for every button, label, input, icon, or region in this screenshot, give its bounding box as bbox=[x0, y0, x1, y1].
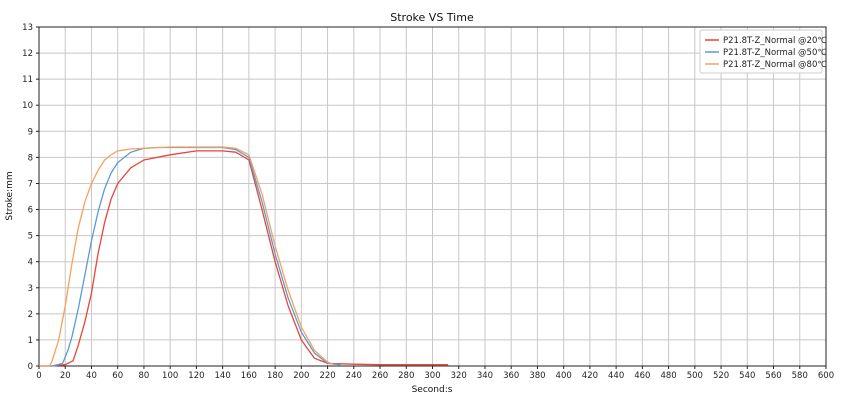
y-tick-label: 5 bbox=[28, 232, 33, 242]
y-tick-label: 0 bbox=[28, 362, 33, 372]
y-tick-label: 3 bbox=[28, 284, 33, 294]
grid bbox=[38, 26, 827, 367]
x-tick-label: 500 bbox=[687, 371, 703, 381]
x-tick-label: 80 bbox=[139, 371, 150, 381]
y-axis-label: Stroke:mm bbox=[5, 171, 15, 220]
x-tick-label: 320 bbox=[451, 371, 467, 381]
x-tick-label: 420 bbox=[582, 371, 598, 381]
x-tick-label: 580 bbox=[792, 371, 808, 381]
legend: P21.8T-Z_Normal @20℃ P21.8T-Z_Normal @50℃… bbox=[699, 29, 827, 74]
x-axis-ticks: 0 20 40 60 80 100 120 140 160 180 200 220 240 260 280 3… bbox=[36, 366, 834, 381]
y-tick-label: 4 bbox=[28, 258, 33, 268]
series-layer bbox=[39, 146, 449, 367]
x-tick-label: 180 bbox=[267, 371, 283, 381]
x-tick-label: 340 bbox=[477, 371, 493, 381]
x-tick-label: 40 bbox=[86, 371, 97, 381]
legend-label-3: P21.8T-Z_Normal @80℃ bbox=[723, 60, 827, 70]
x-tick-label: 120 bbox=[188, 371, 204, 381]
y-tick-label: 10 bbox=[22, 101, 33, 111]
legend-box bbox=[699, 29, 823, 74]
x-tick-label: 60 bbox=[112, 371, 123, 381]
x-tick-label: 300 bbox=[424, 371, 440, 381]
x-tick-label: 380 bbox=[529, 371, 545, 381]
x-tick-label: 480 bbox=[660, 371, 676, 381]
series-line-3 bbox=[39, 146, 335, 367]
y-tick-label: 11 bbox=[22, 75, 33, 85]
series-line-2 bbox=[39, 146, 341, 367]
y-tick-label: 6 bbox=[28, 206, 33, 216]
y-tick-label: 9 bbox=[28, 127, 33, 137]
x-tick-label: 520 bbox=[713, 371, 729, 381]
x-tick-label: 400 bbox=[556, 371, 572, 381]
x-tick-label: 240 bbox=[346, 371, 362, 381]
x-tick-label: 20 bbox=[60, 371, 71, 381]
x-tick-label: 560 bbox=[765, 371, 781, 381]
y-tick-label: 12 bbox=[22, 49, 33, 59]
x-tick-label: 540 bbox=[739, 371, 755, 381]
y-tick-label: 7 bbox=[28, 179, 33, 189]
chart-title: Stroke VS Time bbox=[390, 11, 474, 24]
x-tick-label: 0 bbox=[36, 371, 41, 381]
x-tick-label: 600 bbox=[818, 371, 834, 381]
x-tick-label: 280 bbox=[398, 371, 414, 381]
x-tick-label: 200 bbox=[293, 371, 309, 381]
x-tick-label: 360 bbox=[503, 371, 519, 381]
x-tick-label: 440 bbox=[608, 371, 624, 381]
legend-label-1: P21.8T-Z_Normal @20℃ bbox=[723, 36, 827, 46]
x-tick-label: 160 bbox=[241, 371, 257, 381]
x-tick-label: 100 bbox=[162, 371, 178, 381]
y-tick-label: 2 bbox=[28, 310, 33, 320]
x-tick-label: 460 bbox=[634, 371, 650, 381]
legend-label-2: P21.8T-Z_Normal @50℃ bbox=[723, 48, 827, 58]
x-tick-label: 140 bbox=[215, 371, 231, 381]
x-tick-label: 260 bbox=[372, 371, 388, 381]
y-tick-label: 1 bbox=[28, 336, 33, 346]
y-tick-label: 8 bbox=[28, 153, 33, 163]
y-tick-label: 13 bbox=[22, 23, 33, 33]
x-tick-label: 220 bbox=[319, 371, 335, 381]
x-axis-label: Second:s bbox=[412, 385, 453, 395]
